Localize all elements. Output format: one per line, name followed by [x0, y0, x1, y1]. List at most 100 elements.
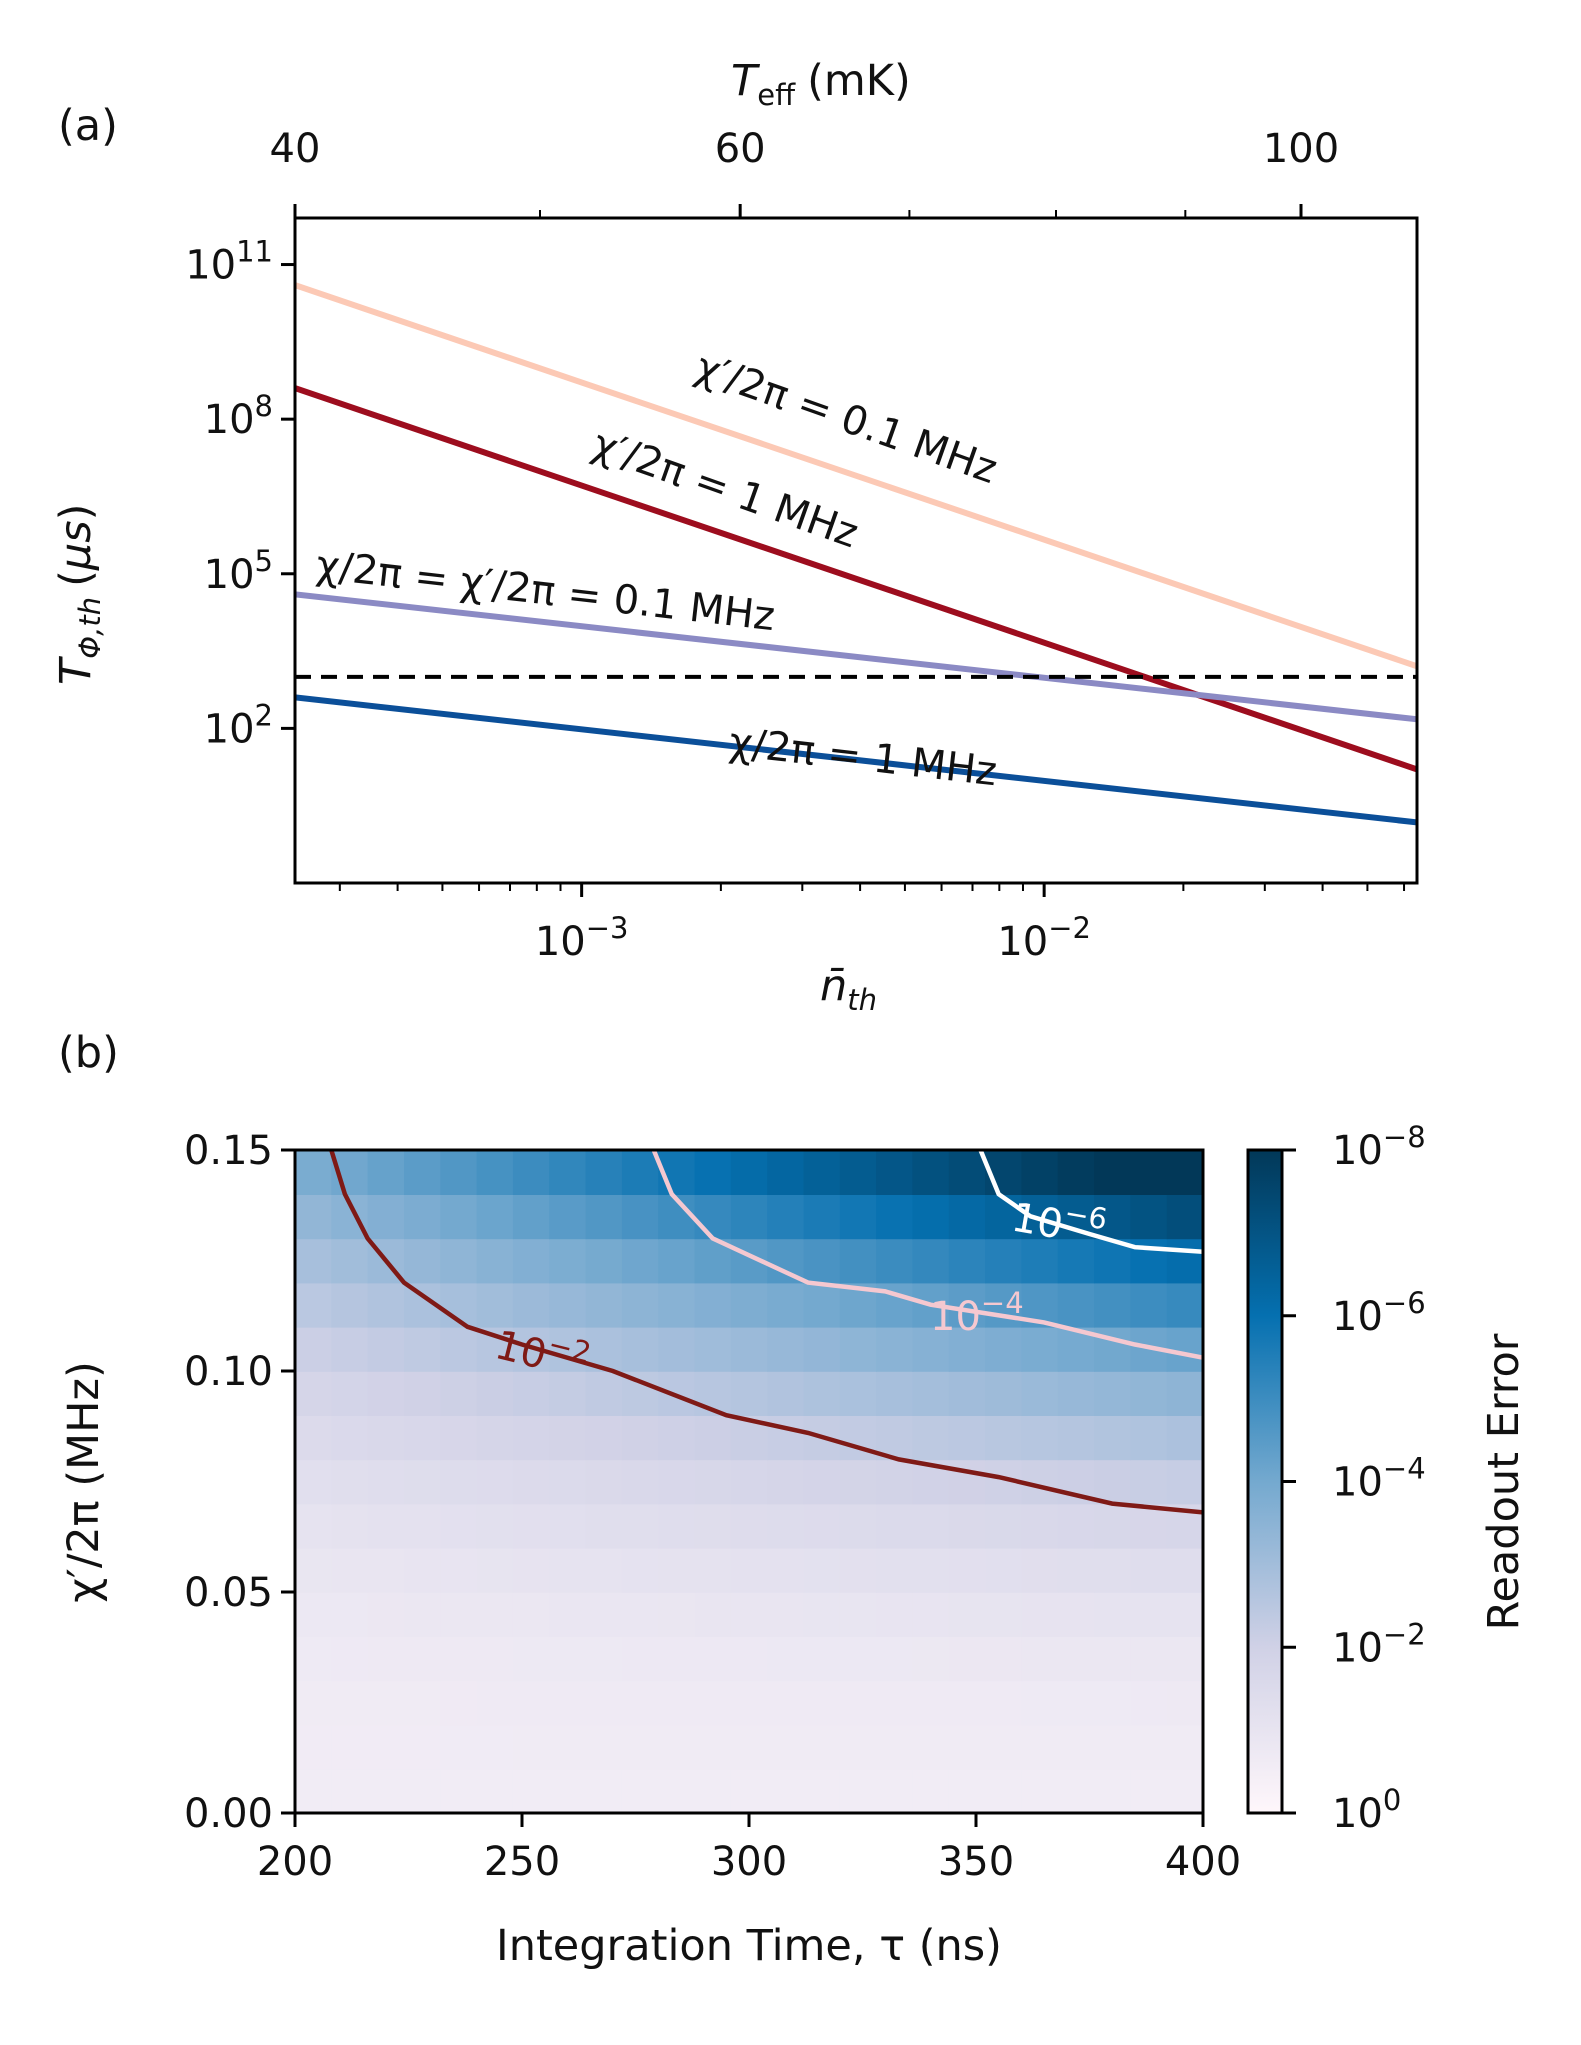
top-tick-label: 40 [270, 126, 321, 172]
heatmap-cell [694, 1768, 732, 1813]
heatmap-cell [767, 1194, 805, 1240]
heatmap-cell [549, 1503, 587, 1549]
heatmap-cell [367, 1371, 405, 1416]
heatmap-cell [876, 1459, 914, 1505]
heatmap-cell [367, 1415, 405, 1461]
heatmap-cell [621, 1150, 659, 1195]
colorbar: 100 10−2 10−4 10−6 10−8 Readout Error [1246, 1120, 1529, 1837]
contour-line-2 [978, 1150, 1203, 1254]
heatmap-cell [621, 1680, 659, 1726]
heatmap-cell [767, 1459, 805, 1505]
heatmap-cell [912, 1503, 950, 1549]
heatmap-cell [549, 1724, 587, 1770]
heatmap-cell [621, 1636, 659, 1682]
heatmap-cell [1166, 1326, 1203, 1372]
x-tick-label-b: 300 [711, 1839, 787, 1885]
x-tick-label-b: 400 [1165, 1839, 1241, 1885]
heatmap-cell [549, 1459, 587, 1505]
heatmap-cell [767, 1547, 805, 1593]
heatmap-cell [585, 1547, 623, 1593]
heatmap-cell [876, 1326, 914, 1372]
heatmap-cell [1166, 1636, 1203, 1682]
heatmap-cell [404, 1415, 442, 1461]
heatmap-cell [476, 1415, 514, 1461]
heatmap-cell [404, 1680, 442, 1726]
heatmap-cell [839, 1503, 877, 1549]
heatmap-cell [658, 1768, 696, 1813]
heatmap-cell [839, 1592, 877, 1637]
heatmap-cell [730, 1371, 768, 1416]
heatmap-cell [295, 1680, 333, 1726]
heatmap-cell [1094, 1636, 1132, 1682]
heatmap-cell [730, 1636, 768, 1682]
heatmap-cell [658, 1547, 696, 1593]
heatmap-cell [440, 1724, 478, 1770]
heatmap-cell [549, 1282, 587, 1328]
top-axis-label: Teff (mK) [731, 56, 911, 112]
x-axis-label-a: n̄th [820, 961, 877, 1017]
heatmap-cell [476, 1680, 514, 1726]
heatmap-cell [985, 1768, 1023, 1813]
series-line-0 [295, 282, 1417, 670]
heatmap-cell [404, 1503, 442, 1549]
heatmap-cell [404, 1194, 442, 1240]
heatmap-cell [295, 1459, 333, 1505]
heatmap-cell [803, 1371, 841, 1416]
heatmap-cell [440, 1194, 478, 1240]
heatmap-cell [512, 1592, 550, 1637]
heatmap-cell [730, 1282, 768, 1328]
panel-label-a: (a) [58, 101, 118, 151]
heatmap-cell [404, 1371, 442, 1416]
heatmap-cell [440, 1238, 478, 1284]
heatmap-cell [476, 1282, 514, 1328]
heatmap-cell [1166, 1415, 1203, 1461]
heatmap-cell [512, 1415, 550, 1461]
heatmap-cell [367, 1680, 405, 1726]
heatmap-cell [658, 1592, 696, 1637]
heatmap-cell [839, 1547, 877, 1593]
panel-a-ticks: 10−3 10−2 102 105 108 1011 40 60 100 [185, 126, 1406, 965]
heatmap-cell [1166, 1282, 1203, 1328]
heatmap-cell [404, 1724, 442, 1770]
heatmap-cell [549, 1547, 587, 1593]
heatmap-cell [912, 1326, 950, 1372]
panel-b-ticks: 200 250 300 350 400 0.00 0.05 0.10 0.15 [184, 1128, 1241, 1885]
heatmap-cell [912, 1636, 950, 1682]
heatmap-cell [621, 1592, 659, 1637]
heatmap-cell [948, 1371, 986, 1416]
heatmap-cell [585, 1592, 623, 1637]
heatmap-cell [767, 1680, 805, 1726]
heatmap-cell [331, 1592, 369, 1637]
heatmap-cell [367, 1636, 405, 1682]
heatmap-cell [767, 1326, 805, 1372]
heatmap-cell [948, 1547, 986, 1593]
heatmap-cell [1166, 1459, 1203, 1505]
heatmap-cell [367, 1592, 405, 1637]
heatmap-cell [295, 1326, 333, 1372]
heatmap-cell [948, 1415, 986, 1461]
heatmap-cell [1166, 1724, 1203, 1770]
heatmap-cell [803, 1636, 841, 1682]
heatmap-cell [440, 1768, 478, 1813]
y-tick-label-a: 1011 [185, 235, 273, 289]
top-tick-label: 60 [715, 126, 766, 172]
heatmap-cell [1057, 1238, 1095, 1284]
heatmap-cell [839, 1326, 877, 1372]
heatmap-cell [658, 1238, 696, 1284]
heatmap-cell [767, 1724, 805, 1770]
heatmap-cell [985, 1415, 1023, 1461]
heatmap-cell [948, 1282, 986, 1328]
heatmap-cell [295, 1238, 333, 1284]
heatmap-cell [512, 1547, 550, 1593]
heatmap-cell [295, 1724, 333, 1770]
heatmap-cell [512, 1503, 550, 1549]
heatmap-cell [512, 1680, 550, 1726]
heatmap-cell [658, 1724, 696, 1770]
panel-label-b: (b) [58, 1028, 119, 1078]
heatmap-cell [1094, 1150, 1132, 1195]
heatmap-cell [803, 1768, 841, 1813]
heatmap-cell [404, 1326, 442, 1372]
heatmap-cell [948, 1194, 986, 1240]
heatmap-cell [803, 1503, 841, 1549]
heatmap-cell [1130, 1282, 1168, 1328]
